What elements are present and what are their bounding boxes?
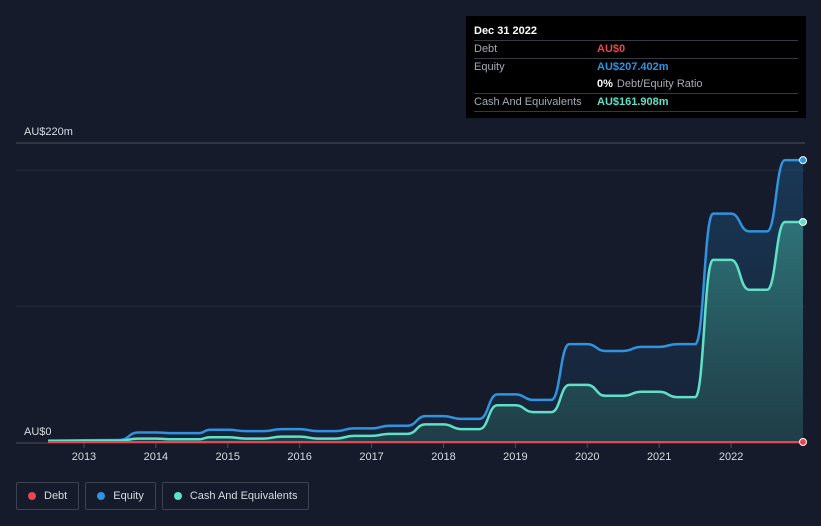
- x-tick-label: 2022: [719, 451, 743, 463]
- x-tick-label: 2019: [503, 451, 527, 463]
- y-axis-top-label: AU$220m: [24, 126, 73, 138]
- x-tick-label: 2015: [216, 451, 240, 463]
- tooltip-date: Dec 31 2022: [474, 25, 537, 37]
- legend-dot-cash-icon: [173, 492, 182, 500]
- x-tick-label: 2020: [575, 451, 599, 463]
- x-axis-ticks: 2013 2014 2015 2016 2017 2018 2019 2020 2021 2022: [72, 443, 743, 463]
- legend-label-debt: Debt: [44, 490, 68, 502]
- x-tick-label: 2018: [431, 451, 455, 463]
- equity-area: [48, 160, 803, 442]
- x-tick-label: 2016: [287, 451, 311, 463]
- end-markers: [799, 156, 807, 446]
- tooltip-ratio-label: Debt/Equity Ratio: [616, 78, 703, 90]
- tooltip-row-equity: Equity AU$207.402m: [474, 58, 798, 76]
- cash-and-equivalents-area: [48, 221, 803, 442]
- equity-end-marker: [799, 156, 807, 165]
- tooltip-row-debt: Debt AU$0: [474, 40, 798, 58]
- cash-and-equivalents-end-marker: [799, 217, 807, 226]
- tooltip-equity-value: AU$207.402m: [597, 61, 669, 73]
- tooltip-ratio-value: 0%: [597, 78, 613, 90]
- tooltip-cash-value: AU$161.908m: [597, 96, 669, 108]
- x-tick-label: 2014: [144, 451, 168, 463]
- chart-legend: Debt Equity Cash And Equivalents: [16, 482, 310, 510]
- series-lines: [47, 158, 804, 444]
- legend-dot-debt-icon: [28, 492, 36, 500]
- tooltip-row-ratio: 0% Debt/Equity Ratio: [474, 76, 798, 93]
- legend-label-cash: Cash And Equivalents: [189, 490, 298, 502]
- cash-and-equivalents-line: [47, 220, 804, 443]
- legend-item-cash[interactable]: Cash And Equivalents: [161, 482, 310, 510]
- debt-end-marker: [799, 438, 807, 446]
- tooltip-equity-label: Equity: [474, 61, 505, 73]
- tooltip-debt-label: Debt: [474, 43, 498, 55]
- legend-item-equity[interactable]: Equity: [85, 482, 156, 510]
- data-tooltip: Dec 31 2022 Debt AU$0 Equity AU$207.402m…: [466, 16, 806, 118]
- series-areas: [48, 160, 803, 442]
- x-tick-label: 2013: [72, 451, 96, 463]
- legend-item-debt[interactable]: Debt: [16, 482, 80, 510]
- legend-dot-equity-icon: [97, 492, 106, 500]
- legend-label-equity: Equity: [113, 490, 144, 502]
- tooltip-row-cash: Cash And Equivalents AU$161.908m: [474, 93, 798, 111]
- x-tick-label: 2017: [359, 451, 383, 463]
- equity-line: [47, 158, 803, 442]
- tooltip-cash-label: Cash And Equivalents: [474, 96, 582, 108]
- x-tick-label: 2021: [647, 451, 671, 463]
- tooltip-debt-value: AU$0: [597, 43, 626, 55]
- y-axis-bottom-label: AU$0: [24, 426, 52, 438]
